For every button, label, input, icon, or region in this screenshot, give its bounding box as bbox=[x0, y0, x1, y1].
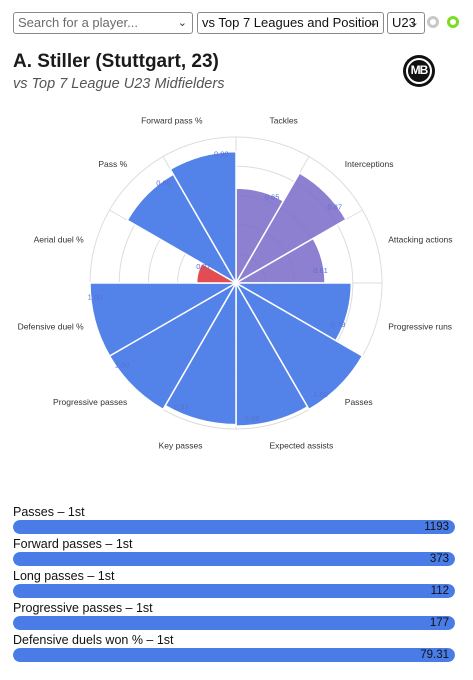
stat-bar-fill bbox=[13, 520, 455, 534]
stat-value: 373 bbox=[429, 553, 449, 565]
radar-category-label: Forward pass % bbox=[141, 116, 203, 126]
logo-mark: MB bbox=[410, 63, 429, 77]
radar-wedge-defensive-duel[interactable] bbox=[89, 282, 239, 358]
stat-value: 177 bbox=[429, 617, 449, 629]
radar-value-label: 0.79 bbox=[331, 320, 346, 329]
chevron-down-icon: ⌄ bbox=[177, 17, 187, 29]
stat-bar-fill bbox=[13, 584, 455, 598]
radar-category-label: Expected assists bbox=[269, 440, 333, 450]
radar-wedge-interceptions[interactable] bbox=[233, 171, 348, 286]
radar-value-label: 0.61 bbox=[313, 266, 328, 275]
stat-value: 112 bbox=[430, 585, 449, 597]
radar-value-label: 0.86 bbox=[156, 178, 171, 187]
radar-category-label: Pass % bbox=[98, 159, 127, 169]
radar-wedge-expected-assists[interactable] bbox=[235, 280, 309, 427]
radar-value-label: 0.65 bbox=[265, 193, 280, 202]
stat-row: Passes – 1st 1193 bbox=[13, 505, 455, 537]
stat-value: 79.31 bbox=[420, 649, 449, 661]
radio-off-icon[interactable] bbox=[427, 16, 439, 28]
radar-value-label: 0.98 bbox=[245, 414, 260, 423]
controls-bar: Search for a player... ⌄ vs Top 7 League… bbox=[13, 12, 463, 36]
stat-row: Long passes – 1st 112 bbox=[13, 569, 455, 601]
stat-label: Passes – 1st bbox=[13, 505, 85, 519]
radar-category-label: Key passes bbox=[159, 440, 203, 450]
stat-label: Progressive passes – 1st bbox=[13, 601, 153, 615]
age-group-select[interactable]: U23 ⌄ bbox=[387, 12, 425, 34]
stat-label: Forward passes – 1st bbox=[13, 537, 133, 551]
stat-bar-fill bbox=[13, 648, 455, 662]
stat-bar: 1193 bbox=[13, 520, 455, 534]
chevron-down-icon: ⌄ bbox=[368, 17, 378, 29]
brand-logo: MB bbox=[403, 55, 435, 87]
radar-value-label: 0.97 bbox=[174, 402, 189, 411]
radar-value-label: 0.27 bbox=[196, 262, 211, 271]
radio-on-icon[interactable] bbox=[447, 16, 459, 28]
radar-category-label: Progressive passes bbox=[53, 397, 127, 407]
stat-bar: 373 bbox=[13, 552, 455, 566]
comparison-subtitle: vs Top 7 League U23 Midfielders bbox=[13, 76, 225, 92]
comparison-select-value: vs Top 7 Leagues and Position bbox=[202, 15, 379, 30]
stat-row: Defensive duels won % – 1st 79.31 bbox=[13, 633, 455, 665]
radar-category-label: Tackles bbox=[269, 116, 297, 126]
stat-bar: 112 bbox=[13, 584, 455, 598]
radar-category-label: Attacking actions bbox=[388, 235, 452, 245]
stat-row: Progressive passes – 1st 177 bbox=[13, 601, 455, 633]
radar-value-label: 1.00 bbox=[313, 390, 328, 399]
stat-bar-fill bbox=[13, 552, 455, 566]
stat-bars: Passes – 1st 1193 Forward passes – 1st 373 L… bbox=[13, 505, 455, 665]
logo-ring bbox=[406, 58, 432, 84]
player-search-placeholder: Search for a player... bbox=[18, 15, 138, 30]
player-title: A. Stiller (Stuttgart, 23) bbox=[13, 51, 219, 72]
radar-category-label: Interceptions bbox=[345, 159, 394, 169]
radar-category-label: Passes bbox=[345, 397, 373, 407]
stat-label: Long passes – 1st bbox=[13, 569, 115, 583]
stat-bar: 79.31 bbox=[13, 648, 455, 662]
radar-value-label: 0.90 bbox=[214, 149, 229, 158]
age-group-value: U23 bbox=[392, 15, 416, 30]
stat-bar-fill bbox=[13, 616, 455, 630]
comparison-select[interactable]: vs Top 7 Leagues and Position ⌄ bbox=[197, 12, 384, 34]
radar-value-label: 0.87 bbox=[327, 203, 342, 212]
stat-value: 1193 bbox=[424, 521, 449, 533]
radar-chart: 0.65 0.87 0.61 0.79 1.00 0.98 0.97 1.00 1.00 0.27… bbox=[18, 116, 453, 451]
radar-value-label: 1.00 bbox=[115, 361, 130, 370]
radar-value-label: 1.00 bbox=[88, 292, 103, 301]
stat-label: Defensive duels won % – 1st bbox=[13, 633, 174, 647]
radar-category-label: Aerial duel % bbox=[34, 235, 85, 245]
radar-category-label: Defensive duel % bbox=[18, 321, 85, 331]
radar-category-label: Progressive runs bbox=[388, 321, 452, 331]
stat-row: Forward passes – 1st 373 bbox=[13, 537, 455, 569]
stat-bar: 177 bbox=[13, 616, 455, 630]
radar-wedge-forward-pass[interactable] bbox=[169, 150, 237, 286]
chevron-down-icon: ⌄ bbox=[409, 17, 419, 29]
player-search-input[interactable]: Search for a player... ⌄ bbox=[13, 12, 193, 34]
radar-wedge-passes[interactable] bbox=[233, 280, 364, 411]
